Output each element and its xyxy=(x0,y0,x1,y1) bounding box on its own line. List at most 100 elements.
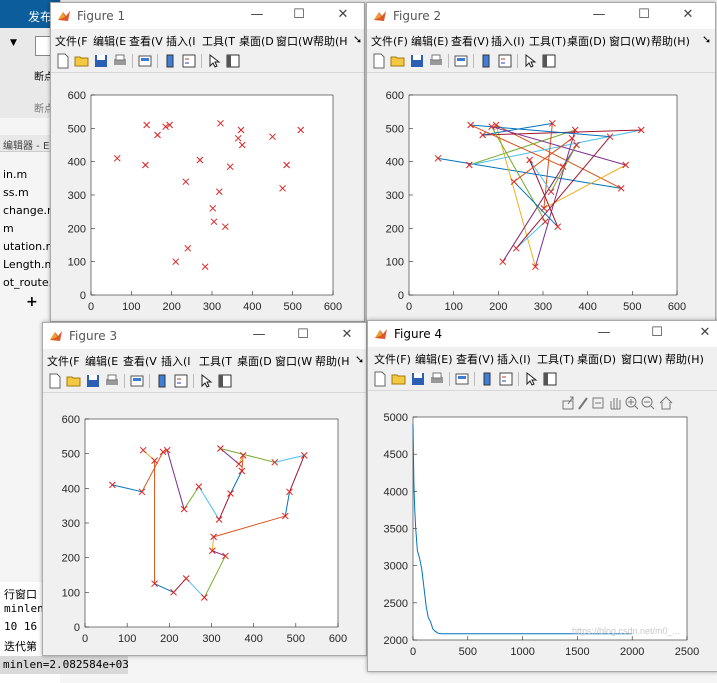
menu-overflow-icon[interactable]: ➘ xyxy=(355,353,365,366)
new-figure-icon[interactable] xyxy=(55,53,71,69)
figure-4-window[interactable]: Figure 4 — ☐ ✕ 文件(F) 编辑(E) 查看(V) 插入(I) 工… xyxy=(367,320,717,672)
figure-3-window[interactable]: Figure 3 — ☐ ✕ 文件(F 编辑(E 查看(V 插入(I 工具(T … xyxy=(42,322,367,656)
menu-insert[interactable]: 插入(I) xyxy=(491,35,525,48)
menu-window[interactable]: 窗口(W) xyxy=(621,353,663,366)
new-figure-icon[interactable] xyxy=(371,53,387,69)
dropdown-arrow-icon[interactable]: ▼ xyxy=(10,38,17,48)
menu-insert[interactable]: 插入(I) xyxy=(497,353,531,366)
link-plot-icon[interactable] xyxy=(137,53,153,69)
maximize-button[interactable]: ☐ xyxy=(297,327,309,342)
add-file-button[interactable]: + xyxy=(26,294,38,310)
menu-help[interactable]: 帮助(H) xyxy=(665,353,704,366)
menu-view[interactable]: 查看(V xyxy=(129,35,163,48)
file-tab[interactable]: change.m xyxy=(3,204,58,217)
property-editor-icon[interactable] xyxy=(225,53,241,69)
figure-2-window[interactable]: Figure 2 — ☐ ✕ 文件(F) 编辑(E) 查看(V) 插入(I) 工… xyxy=(366,2,716,322)
property-editor-icon[interactable] xyxy=(217,373,233,389)
file-tab[interactable]: in.m xyxy=(3,168,28,181)
new-figure-icon[interactable] xyxy=(372,371,388,387)
figure-4-axes[interactable]: 0 500 1000 1500 2000 2500 2000 2500 3000 3500 4000… xyxy=(368,391,717,671)
menu-edit[interactable]: 编辑(E xyxy=(93,35,127,48)
figure-2-axes[interactable]: 0 100 200 300 400 500 600 0 100 200 300 400 500 600 xyxy=(367,73,715,321)
publish-tab[interactable]: 发布 xyxy=(28,10,53,24)
save-icon[interactable] xyxy=(93,53,109,69)
print-icon[interactable] xyxy=(104,373,120,389)
close-button[interactable]: ✕ xyxy=(682,7,694,22)
minimize-button[interactable]: — xyxy=(250,7,264,22)
menu-insert[interactable]: 插入(I xyxy=(161,355,191,368)
menu-edit[interactable]: 编辑(E xyxy=(85,355,119,368)
menu-desktop[interactable]: 桌面(D) xyxy=(567,35,607,48)
menu-help[interactable]: 帮助(H) xyxy=(651,35,690,48)
menu-file[interactable]: 文件(F xyxy=(47,355,80,368)
file-tab[interactable]: utation.m xyxy=(3,240,57,253)
colorbar-icon[interactable] xyxy=(154,373,170,389)
menu-window[interactable]: 窗口(W xyxy=(275,355,313,368)
data-tip-icon[interactable] xyxy=(592,397,604,409)
menu-view[interactable]: 查看(V) xyxy=(456,353,495,366)
file-tab[interactable]: Length.m xyxy=(3,258,56,271)
legend-icon[interactable] xyxy=(497,53,513,69)
menu-help[interactable]: 帮助(H xyxy=(315,355,350,368)
close-button[interactable]: ✕ xyxy=(341,327,353,342)
menu-edit[interactable]: 编辑(E) xyxy=(415,353,453,366)
pointer-icon[interactable] xyxy=(523,371,539,387)
menu-insert[interactable]: 插入(I xyxy=(166,35,196,48)
save-icon[interactable] xyxy=(410,371,426,387)
menu-overflow-icon[interactable]: ➘ xyxy=(702,33,712,46)
breakpoint-button-label[interactable]: 断点 xyxy=(34,72,54,83)
menu-window[interactable]: 窗口(W) xyxy=(609,35,651,48)
title-bar[interactable]: Figure 1 — ☐ ✕ xyxy=(51,3,364,29)
menu-help[interactable]: 帮助(H xyxy=(313,35,348,48)
property-editor-icon[interactable] xyxy=(541,53,557,69)
minimize-button[interactable]: — xyxy=(597,325,611,340)
close-button[interactable]: ✕ xyxy=(699,325,711,340)
maximize-button[interactable]: ☐ xyxy=(651,325,663,340)
menu-tools[interactable]: 工具(T) xyxy=(529,35,567,48)
figure-3-axes[interactable]: 0 100 200 300 400 500 600 0 100 200 300 400 500 600 xyxy=(43,393,366,655)
file-tab[interactable]: m xyxy=(3,222,14,235)
pointer-icon[interactable] xyxy=(522,53,538,69)
open-file-icon[interactable] xyxy=(66,373,82,389)
colorbar-icon[interactable] xyxy=(479,371,495,387)
print-icon[interactable] xyxy=(429,371,445,387)
figure-1-window[interactable]: Figure 1 — ☐ ✕ 文件(F 编辑(E 查看(V 插入(I 工具(T … xyxy=(50,2,365,322)
close-button[interactable]: ✕ xyxy=(337,7,349,22)
pan-hand-icon[interactable] xyxy=(610,398,621,410)
menu-desktop[interactable]: 桌面(D) xyxy=(577,353,617,366)
brush-icon[interactable] xyxy=(578,397,588,410)
menu-file[interactable]: 文件(F xyxy=(55,35,88,48)
minimize-button[interactable]: — xyxy=(252,327,266,342)
save-icon[interactable] xyxy=(409,53,425,69)
link-plot-icon[interactable] xyxy=(454,371,470,387)
property-editor-icon[interactable] xyxy=(542,371,558,387)
menu-edit[interactable]: 编辑(E) xyxy=(411,35,449,48)
legend-icon[interactable] xyxy=(173,373,189,389)
colorbar-icon[interactable] xyxy=(478,53,494,69)
pointer-icon[interactable] xyxy=(206,53,222,69)
maximize-button[interactable]: ☐ xyxy=(293,7,305,22)
save-icon[interactable] xyxy=(85,373,101,389)
open-file-icon[interactable] xyxy=(391,371,407,387)
export-icon[interactable] xyxy=(562,396,574,410)
menu-window[interactable]: 窗口(W xyxy=(276,35,314,48)
print-icon[interactable] xyxy=(428,53,444,69)
menu-view[interactable]: 查看(V) xyxy=(451,35,490,48)
title-bar[interactable]: Figure 3 — ☐ ✕ xyxy=(43,323,366,349)
maximize-button[interactable]: ☐ xyxy=(638,7,650,22)
link-plot-icon[interactable] xyxy=(453,53,469,69)
new-figure-icon[interactable] xyxy=(47,373,63,389)
menu-file[interactable]: 文件(F) xyxy=(371,35,408,48)
menu-tools[interactable]: 工具(T xyxy=(199,355,233,368)
title-bar[interactable]: Figure 4 — ☐ ✕ xyxy=(368,321,717,347)
menu-file[interactable]: 文件(F) xyxy=(374,353,411,366)
legend-icon[interactable] xyxy=(181,53,197,69)
zoom-in-icon[interactable] xyxy=(625,396,639,410)
home-icon[interactable] xyxy=(659,396,673,410)
menu-desktop[interactable]: 桌面(D xyxy=(239,35,274,48)
pointer-icon[interactable] xyxy=(198,373,214,389)
menu-overflow-icon[interactable]: ➘ xyxy=(353,33,363,46)
file-tab[interactable]: ss.m xyxy=(3,186,29,199)
legend-icon[interactable] xyxy=(498,371,514,387)
colorbar-icon[interactable] xyxy=(162,53,178,69)
